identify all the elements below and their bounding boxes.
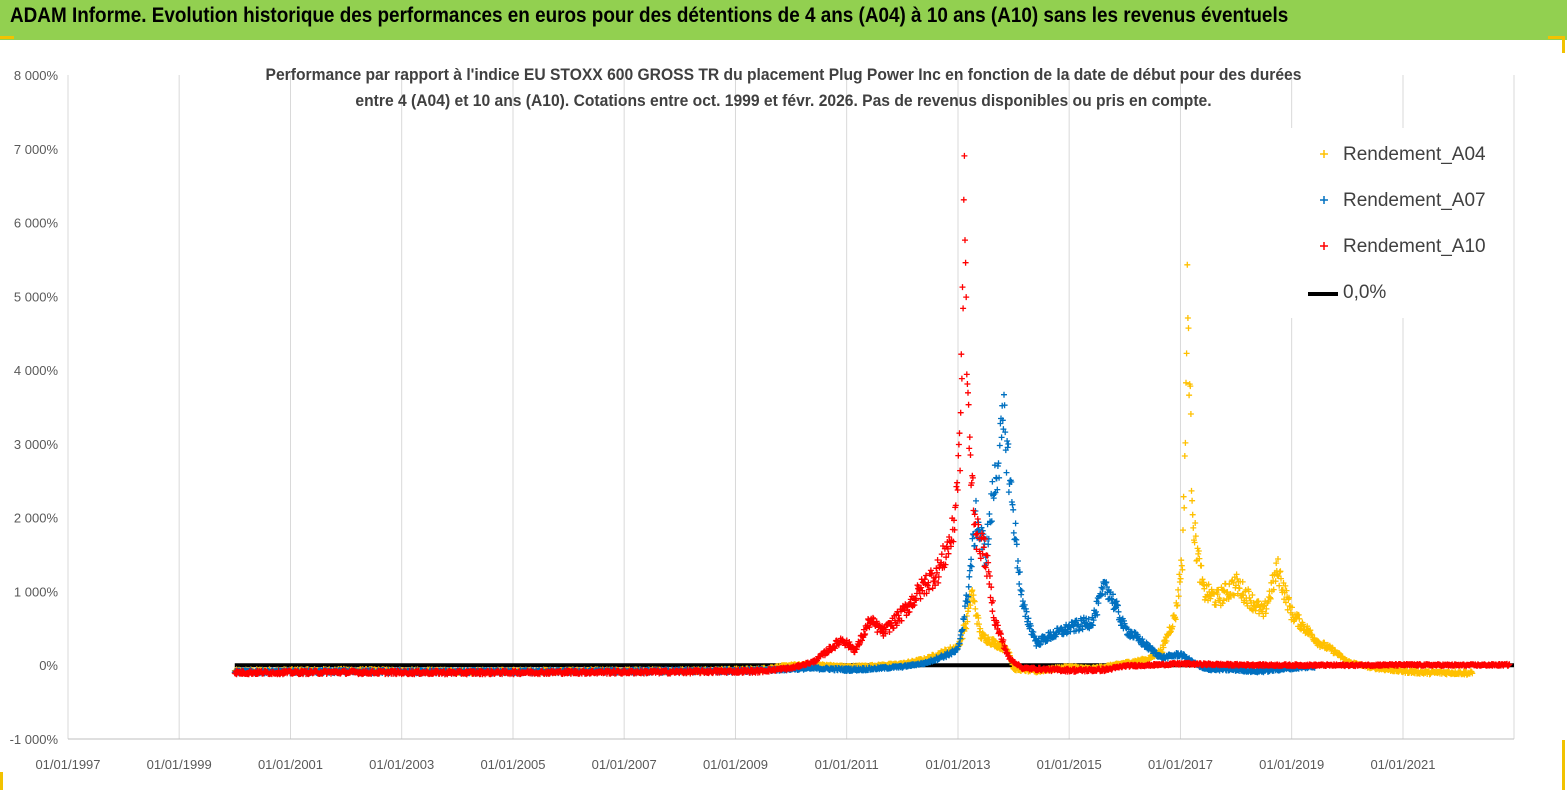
y-tick-label: 5 000% [14,289,59,304]
legend-label: Rendement_A10 [1343,236,1486,257]
x-tick-label: 01/01/2019 [1259,757,1324,772]
legend-label: Rendement_A07 [1343,190,1486,211]
x-tick-label: 01/01/2021 [1370,757,1435,772]
y-tick-label: -1 000% [10,732,59,747]
frame-corner-bottom-left [0,772,17,790]
series-rendement-a04 [231,261,1476,678]
y-tick-label: 1 000% [14,584,59,599]
series-markers [231,152,1513,678]
y-tick-label: 7 000% [14,142,59,157]
legend-box [1290,128,1500,318]
report-title: ADAM Informe. Evolution historique des p… [10,4,1289,27]
title-banner: ADAM Informe. Evolution historique des p… [0,0,1567,40]
x-tick-label: 01/01/2001 [258,757,323,772]
legend-label: 0,0% [1343,282,1386,303]
frame-corner-bottom-right [1548,740,1565,790]
legend-label: Rendement_A04 [1343,144,1486,165]
series-markers [231,261,1476,678]
y-tick-label: 3 000% [14,437,59,452]
x-tick-label: 01/01/1999 [147,757,212,772]
series-markers [231,391,1318,677]
legend-marker [1320,150,1328,158]
frame-corner-top-left [0,36,14,53]
y-tick-label: 2 000% [14,511,59,526]
x-tick-label: 01/01/2009 [703,757,768,772]
x-tick-label: 01/01/1997 [35,757,100,772]
x-tick-label: 01/01/2007 [592,757,657,772]
x-tick-label: 01/01/2011 [815,757,879,772]
series-rendement-a07 [231,391,1318,677]
y-tick-label: 6 000% [14,216,59,231]
x-tick-label: 01/01/2003 [369,757,434,772]
y-tick-label: 0% [39,658,58,673]
legend-marker [1320,196,1328,204]
frame-corner-top-right [1548,36,1565,53]
series-rendement-a10 [231,152,1513,678]
x-tick-label: 01/01/2017 [1148,757,1213,772]
x-tick-label: 01/01/2013 [925,757,990,772]
x-tick-label: 01/01/2015 [1037,757,1102,772]
y-tick-label: 8 000% [14,68,59,83]
x-tick-label: 01/01/2005 [480,757,545,772]
legend-marker [1320,242,1328,250]
y-tick-label: 4 000% [14,363,59,378]
